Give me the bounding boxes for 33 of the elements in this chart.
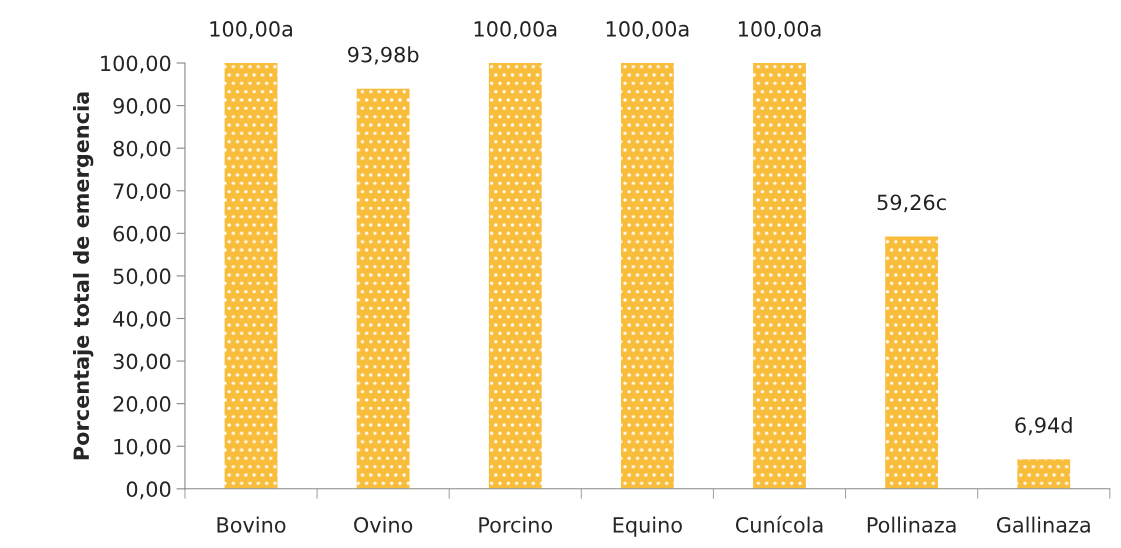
x-tick-label: Porcino [479, 516, 553, 533]
y-tick-label: 70,00 [113, 183, 171, 202]
y-tick-label: 0,00 [126, 481, 171, 500]
y-tick-label: 60,00 [113, 225, 171, 244]
bar [356, 88, 410, 489]
data-label: 93,98b [348, 46, 419, 65]
y-tick-label: 20,00 [113, 396, 171, 414]
x-tick-label: Bovino [217, 516, 286, 533]
x-tick-label: Ovino [354, 516, 413, 533]
data-label: 6,94d [1015, 416, 1072, 436]
bar [753, 63, 806, 489]
x-tick-label: Gallinaza [996, 516, 1090, 533]
data-label: 100,00a [474, 21, 557, 39]
y-tick-label: 90,00 [113, 98, 171, 116]
bar [885, 236, 939, 489]
y-tick-label: 50,00 [113, 268, 171, 287]
x-tick-label: Cunícola [735, 515, 823, 533]
y-tick-label: 100,00 [101, 55, 171, 74]
y-axis-title: Porcentaje total de emergencia [72, 92, 94, 460]
y-tick-label: 30,00 [113, 353, 171, 372]
y-tick-label: 80,00 [113, 140, 171, 159]
y-tick-label: 40,00 [113, 310, 171, 329]
bar [488, 63, 542, 489]
data-label: 100,00a [738, 21, 821, 39]
bar [224, 63, 278, 489]
data-label: 100,00a [210, 21, 292, 39]
x-tick-label: Equino [613, 516, 682, 537]
bar [1017, 459, 1071, 489]
x-tick-label: Pollinaza [867, 516, 956, 533]
bar [620, 63, 674, 489]
data-label: 59,26c [877, 194, 946, 213]
data-label: 100,00a [606, 21, 689, 39]
y-tick-label: 10,00 [114, 438, 171, 457]
